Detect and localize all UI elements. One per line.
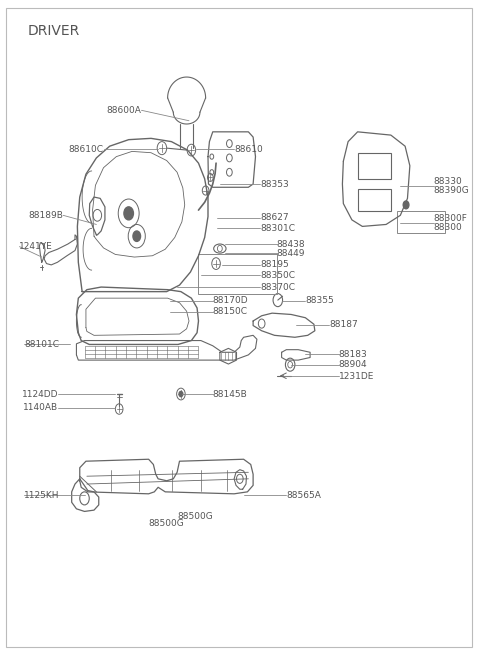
Text: 88627: 88627 <box>260 214 289 223</box>
Text: 88189B: 88189B <box>28 211 63 220</box>
Text: 88101C: 88101C <box>24 340 59 349</box>
Text: 88610: 88610 <box>234 145 263 154</box>
Text: 88449: 88449 <box>277 249 305 257</box>
Circle shape <box>124 207 133 220</box>
Text: 88301C: 88301C <box>260 224 295 233</box>
Text: 1124DD: 1124DD <box>22 390 59 398</box>
Text: 1140AB: 1140AB <box>23 403 59 412</box>
Text: 88438: 88438 <box>277 240 305 248</box>
Text: 1231DE: 1231DE <box>338 372 374 381</box>
Text: 1125KH: 1125KH <box>24 491 60 500</box>
Text: 88500G: 88500G <box>177 512 213 521</box>
Text: 88610C: 88610C <box>69 145 104 154</box>
Text: DRIVER: DRIVER <box>27 24 80 38</box>
Text: 88183: 88183 <box>338 350 367 359</box>
Text: 88565A: 88565A <box>287 491 321 500</box>
Text: 88300F
88300: 88300F 88300 <box>433 214 468 233</box>
Text: 88600A: 88600A <box>107 106 142 115</box>
Text: 88150C: 88150C <box>213 307 248 316</box>
Text: 88350C: 88350C <box>260 271 295 280</box>
Text: 88904: 88904 <box>338 360 367 369</box>
Circle shape <box>403 201 409 209</box>
Text: 88355: 88355 <box>305 296 334 305</box>
Text: 1241YE: 1241YE <box>19 242 53 251</box>
Text: 88195: 88195 <box>260 261 289 269</box>
Circle shape <box>133 231 141 242</box>
Text: 88170D: 88170D <box>213 296 248 305</box>
Text: 88353: 88353 <box>260 179 289 189</box>
Text: 88187: 88187 <box>329 320 358 329</box>
Text: 88370C: 88370C <box>260 282 295 291</box>
Text: 88500G: 88500G <box>149 519 184 527</box>
Circle shape <box>179 392 183 397</box>
Text: 88330
88390G: 88330 88390G <box>433 177 469 195</box>
Text: 88145B: 88145B <box>213 390 248 398</box>
